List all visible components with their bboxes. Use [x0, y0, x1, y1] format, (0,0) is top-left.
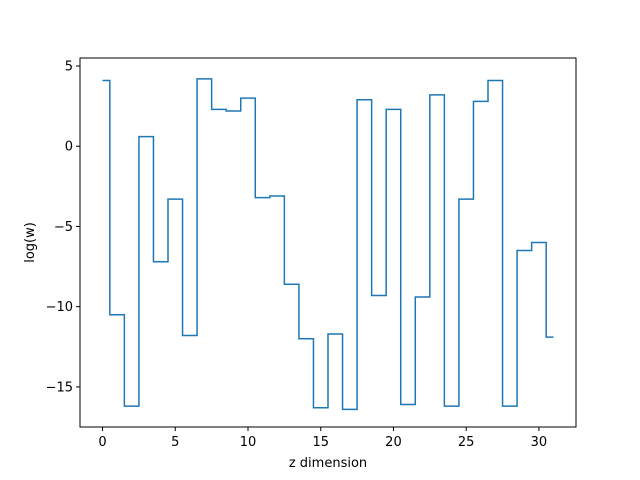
y-tick-label: 0	[65, 140, 73, 155]
axes-frame	[79, 57, 577, 428]
y-tick-label: −10	[46, 300, 73, 315]
x-tick-label: 20	[385, 435, 402, 450]
y-tick-label: −5	[54, 220, 73, 235]
x-tick-label: 10	[240, 435, 257, 450]
x-tick-label: 30	[531, 435, 548, 450]
y-axis-label: log(w)	[23, 222, 38, 263]
x-axis-label: z dimension	[289, 456, 367, 471]
y-tick-label: 5	[65, 60, 73, 75]
y-axis-ticks: 5 0 −5 −10 −15	[46, 60, 80, 395]
x-axis-ticks: 0 5 10 15 20 25 30	[98, 427, 547, 450]
plot-area	[102, 78, 554, 411]
x-tick-label: 25	[458, 435, 475, 450]
x-tick-label: 15	[312, 435, 329, 450]
series-step-line	[102, 78, 554, 411]
x-tick-label: 0	[98, 435, 106, 450]
y-tick-label: −15	[46, 380, 73, 395]
x-tick-label: 5	[171, 435, 179, 450]
